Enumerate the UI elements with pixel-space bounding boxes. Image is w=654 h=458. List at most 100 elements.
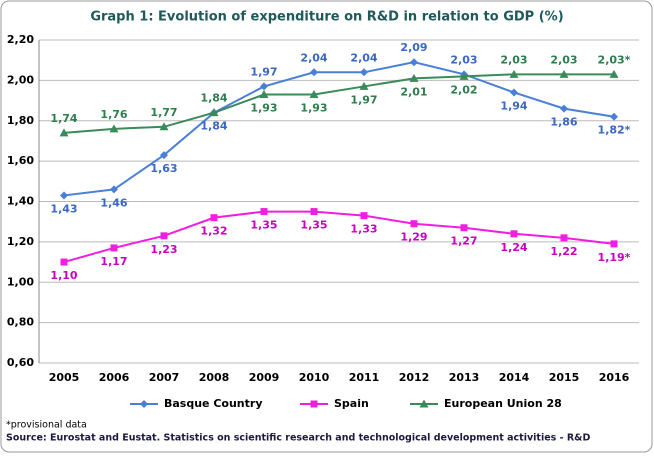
y-tick-label: 2,20 xyxy=(7,33,34,46)
marker xyxy=(610,112,618,121)
data-label: 1,93 xyxy=(300,102,327,115)
marker xyxy=(609,69,619,78)
marker xyxy=(160,232,168,240)
data-label: 1,32 xyxy=(200,225,227,238)
marker xyxy=(359,81,369,90)
y-tick-label: 1,60 xyxy=(7,154,34,167)
marker xyxy=(360,68,368,77)
data-label: 2,09 xyxy=(400,41,427,54)
data-label: 2,03 xyxy=(500,53,527,66)
marker xyxy=(460,224,468,232)
marker xyxy=(310,400,318,408)
marker xyxy=(409,73,419,82)
legend-label: Basque Country xyxy=(164,397,263,410)
y-tick-label: 2,00 xyxy=(7,73,34,86)
marker xyxy=(510,88,518,97)
marker xyxy=(60,191,68,200)
data-label: 1,10 xyxy=(50,269,77,282)
y-tick-label: 1,00 xyxy=(7,275,34,288)
series-line xyxy=(63,73,614,134)
data-label: 2,03* xyxy=(598,53,631,66)
series-line xyxy=(63,61,615,197)
data-label: 1,22 xyxy=(550,245,577,258)
series-line xyxy=(63,210,615,264)
marker xyxy=(110,244,118,252)
marker xyxy=(419,399,429,408)
marker xyxy=(509,69,519,78)
legend-label: European Union 28 xyxy=(444,397,562,410)
data-label: 1,27 xyxy=(450,235,477,248)
marker xyxy=(110,185,118,194)
marker xyxy=(109,124,119,133)
data-label: 2,04 xyxy=(350,51,377,64)
data-label: 2,04 xyxy=(300,51,327,64)
marker xyxy=(260,82,268,91)
marker xyxy=(260,208,268,216)
data-label: 1,76 xyxy=(100,108,127,121)
data-label: 1,43 xyxy=(50,202,77,215)
marker xyxy=(210,214,218,222)
marker xyxy=(140,400,148,408)
data-label: 1,63 xyxy=(150,162,177,175)
marker xyxy=(459,71,469,80)
data-label: 1,35 xyxy=(250,219,277,232)
x-tick-label: 2010 xyxy=(299,371,330,384)
data-label: 1,93 xyxy=(250,102,277,115)
data-label: 1,97 xyxy=(250,65,277,78)
marker xyxy=(310,68,318,77)
source: Source: Eurostat and Eustat. Statistics … xyxy=(6,433,590,444)
marker xyxy=(159,122,169,131)
y-tick-label: 1,80 xyxy=(7,114,34,127)
chart-title: Graph 1: Evolution of expenditure on R&D… xyxy=(90,10,563,25)
data-label: 1,33 xyxy=(350,223,377,236)
data-label: 1,86 xyxy=(550,116,577,129)
data-label: 2,03 xyxy=(550,53,577,66)
y-tick-label: 0,80 xyxy=(7,316,34,329)
data-label: 1,84 xyxy=(200,120,227,133)
marker xyxy=(410,220,418,228)
x-tick-label: 2015 xyxy=(549,371,580,384)
y-tick-label: 1,40 xyxy=(7,195,34,208)
y-tick-label: 1,20 xyxy=(7,235,34,248)
marker xyxy=(360,212,368,220)
data-label: 1,94 xyxy=(500,99,527,112)
data-label: 1,17 xyxy=(100,255,127,268)
data-label: 1,46 xyxy=(100,196,127,209)
marker xyxy=(59,128,69,137)
x-tick-label: 2007 xyxy=(149,371,180,384)
marker xyxy=(510,230,518,238)
data-label: 1,19* xyxy=(598,251,631,264)
marker xyxy=(310,208,318,216)
x-tick-label: 2006 xyxy=(99,371,130,384)
x-tick-label: 2014 xyxy=(499,371,530,384)
data-label: 1,35 xyxy=(300,219,327,232)
marker xyxy=(410,58,418,67)
data-label: 1,84 xyxy=(200,92,227,105)
x-tick-label: 2011 xyxy=(349,371,380,384)
data-label: 1,82* xyxy=(598,124,631,137)
legend-label: Spain xyxy=(334,397,369,410)
data-label: 1,97 xyxy=(350,93,377,106)
data-label: 2,02 xyxy=(450,83,477,96)
marker xyxy=(209,108,219,117)
marker xyxy=(559,69,569,78)
data-label: 2,01 xyxy=(400,85,427,98)
marker xyxy=(560,234,568,242)
marker xyxy=(560,104,568,113)
data-label: 1,74 xyxy=(50,112,77,125)
x-tick-label: 2008 xyxy=(199,371,230,384)
data-label: 1,77 xyxy=(150,106,177,119)
marker xyxy=(259,90,269,99)
data-label: 1,23 xyxy=(150,243,177,256)
x-tick-label: 2016 xyxy=(599,371,630,384)
x-tick-label: 2013 xyxy=(449,371,480,384)
data-label: 1,29 xyxy=(400,231,427,244)
x-tick-label: 2009 xyxy=(249,371,280,384)
x-tick-label: 2005 xyxy=(49,371,80,384)
marker xyxy=(610,240,618,248)
y-tick-label: 0,60 xyxy=(7,356,34,369)
marker xyxy=(309,90,319,99)
marker xyxy=(160,151,168,160)
